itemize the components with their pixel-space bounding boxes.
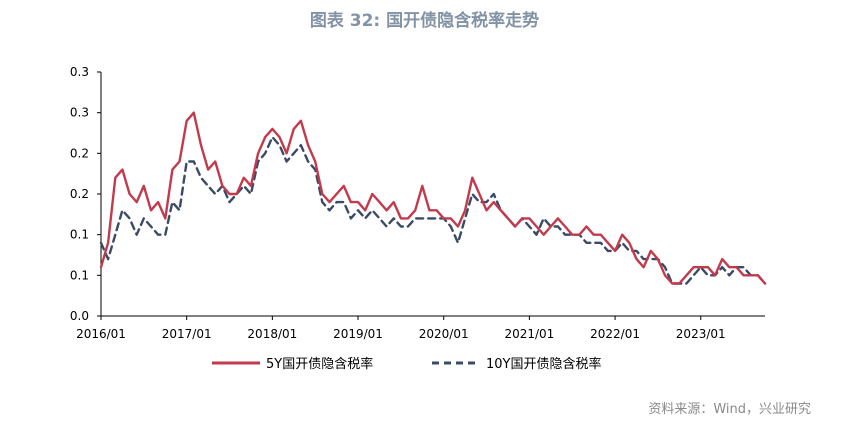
y-tick-label: 0.1	[70, 268, 89, 282]
x-tick-label: 2019/01	[333, 327, 383, 341]
y-tick-label: 0.3	[70, 106, 89, 120]
y-tick-label: 0.1	[70, 228, 89, 242]
legend-label: 10Y国开债隐含税率	[486, 356, 601, 372]
legend-label: 5Y国开债隐含税率	[266, 356, 373, 372]
y-tick-label: 0.2	[70, 146, 89, 160]
chart-title: 图表 32: 国开债隐含税率走势	[309, 11, 540, 31]
x-tick-label: 2022/01	[590, 327, 640, 341]
series-10y-line	[99, 135, 767, 285]
x-tick-label: 2018/01	[247, 327, 297, 341]
x-tick-label: 2023/01	[676, 327, 726, 341]
source-note: 资料来源：Wind，兴业研究	[648, 402, 811, 417]
x-tick-label: 2017/01	[162, 327, 212, 341]
x-tick-label: 2016/01	[76, 327, 126, 341]
y-tick-label: 0.0	[70, 309, 89, 323]
x-tick-label: 2021/01	[504, 327, 554, 341]
y-tick-label: 0.2	[70, 187, 89, 201]
y-tick-label: 0.3	[70, 65, 89, 79]
x-tick-label: 2020/01	[419, 327, 469, 341]
series-5y-line	[99, 111, 767, 285]
